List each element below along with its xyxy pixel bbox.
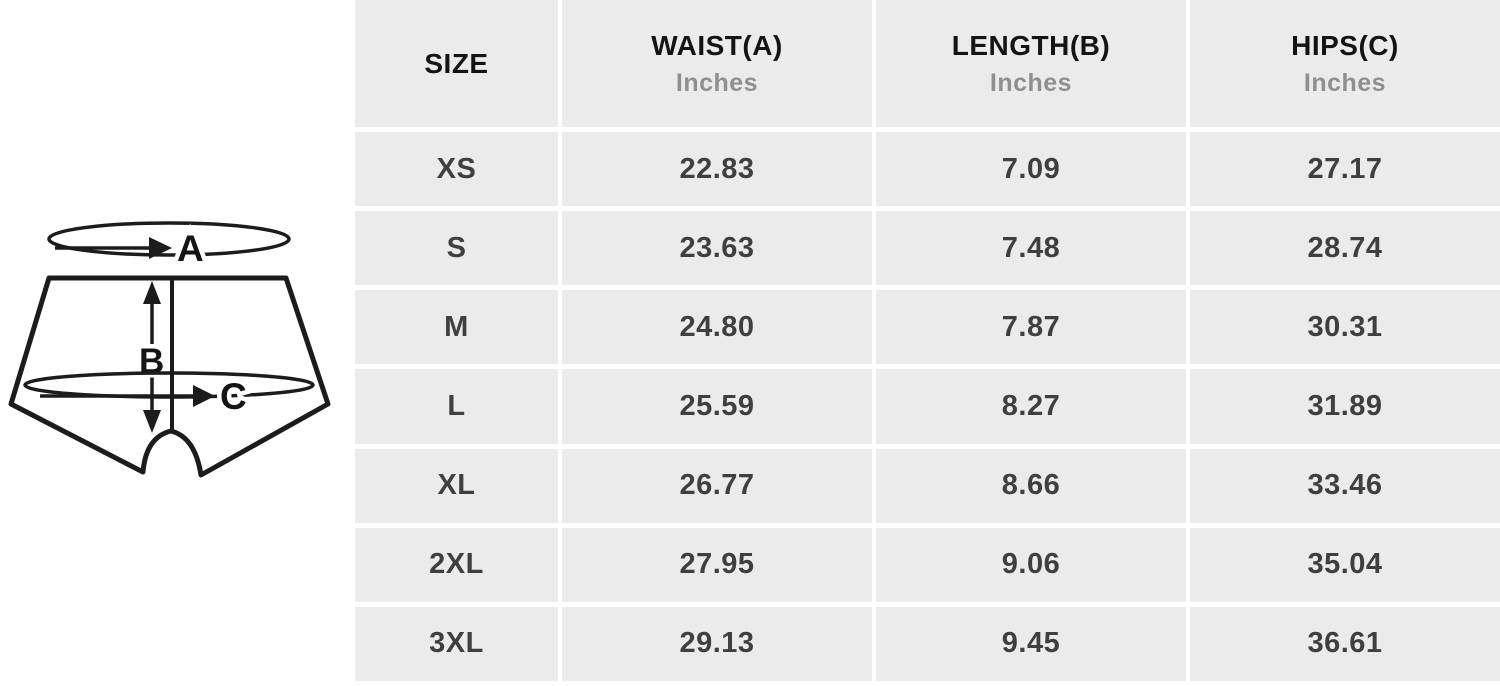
column-header-label: SIZE [424,47,489,79]
hips-cell: 35.04 [1190,527,1500,602]
diagram-panel: A B C [0,0,355,681]
hips-value: 36.61 [1307,627,1383,660]
hips-cell: 27.17 [1190,132,1500,207]
waist-value: 26.77 [679,469,755,502]
length-value: 9.45 [1001,627,1061,660]
length-value: 8.27 [1001,389,1061,422]
waist-ellipse [47,221,291,257]
size-value: XS [436,152,477,185]
size-value: 2XL [429,548,484,581]
waist-cell: 26.77 [562,448,872,523]
size-cell: S [355,211,558,286]
size-cell: 3XL [355,606,558,681]
waist-cell: 29.13 [562,606,872,681]
size-value: S [446,231,467,264]
size-value: M [444,310,469,343]
size-value: 3XL [429,627,484,660]
header-cell-length: LENGTH(B) Inches [876,0,1186,127]
length-cell: 9.06 [876,527,1186,602]
column-header-label: HIPS(C) [1291,29,1399,61]
length-cell: 7.48 [876,211,1186,286]
size-cell: XS [355,132,558,207]
header-cell-waist: WAIST(A) Inches [562,0,872,127]
waist-value: 25.59 [679,389,755,422]
hips-arrow [40,385,215,407]
hips-label: C [220,376,247,417]
size-cell: 2XL [355,527,558,602]
waist-arrow [55,237,172,259]
waist-value: 24.80 [679,310,755,343]
header-cell-size: SIZE [355,0,558,127]
column-header-unit: Inches [989,68,1073,97]
waist-value: 27.95 [679,548,755,581]
hips-cell: 30.31 [1190,290,1500,365]
hips-value: 31.89 [1307,389,1383,422]
hips-value: 28.74 [1307,231,1383,264]
length-cell: 7.87 [876,290,1186,365]
length-value: 8.66 [1001,469,1061,502]
hips-value: 33.46 [1307,469,1383,502]
size-cell: M [355,290,558,365]
hips-value: 35.04 [1307,548,1383,581]
waist-value: 23.63 [679,231,755,264]
waist-cell: 22.83 [562,132,872,207]
column-header-label: LENGTH(B) [951,29,1111,61]
length-value: 7.87 [1001,310,1061,343]
hips-value: 27.17 [1307,152,1383,185]
hips-value: 30.31 [1307,310,1383,343]
length-label: B [139,342,164,381]
waist-cell: 27.95 [562,527,872,602]
length-value: 9.06 [1001,548,1061,581]
header-cell-hips: HIPS(C) Inches [1190,0,1500,127]
length-cell: 7.09 [876,132,1186,207]
hips-cell: 36.61 [1190,606,1500,681]
column-header-unit: Inches [1303,68,1387,97]
length-cell: 8.27 [876,369,1186,444]
waist-cell: 23.63 [562,211,872,286]
hips-cell: 31.89 [1190,369,1500,444]
length-cell: 9.45 [876,606,1186,681]
length-value: 7.48 [1001,231,1061,264]
length-value: 7.09 [1001,152,1061,185]
waist-cell: 24.80 [562,290,872,365]
column-header-label: WAIST(A) [651,29,783,61]
size-cell: XL [355,448,558,523]
shorts-measurement-diagram: A B C [8,221,331,478]
column-header-unit: Inches [675,68,759,97]
length-cell: 8.66 [876,448,1186,523]
waist-value: 29.13 [679,627,755,660]
hips-cell: 33.46 [1190,448,1500,523]
size-cell: L [355,369,558,444]
waist-label: A [177,228,204,269]
waist-value: 22.83 [679,152,755,185]
hips-cell: 28.74 [1190,211,1500,286]
shorts-outline [8,275,331,478]
size-value: L [447,389,466,422]
size-value: XL [437,469,476,502]
length-arrow [143,281,161,433]
waist-cell: 25.59 [562,369,872,444]
size-chart-table: SIZE WAIST(A) Inches LENGTH(B) Inches HI… [355,0,1500,681]
